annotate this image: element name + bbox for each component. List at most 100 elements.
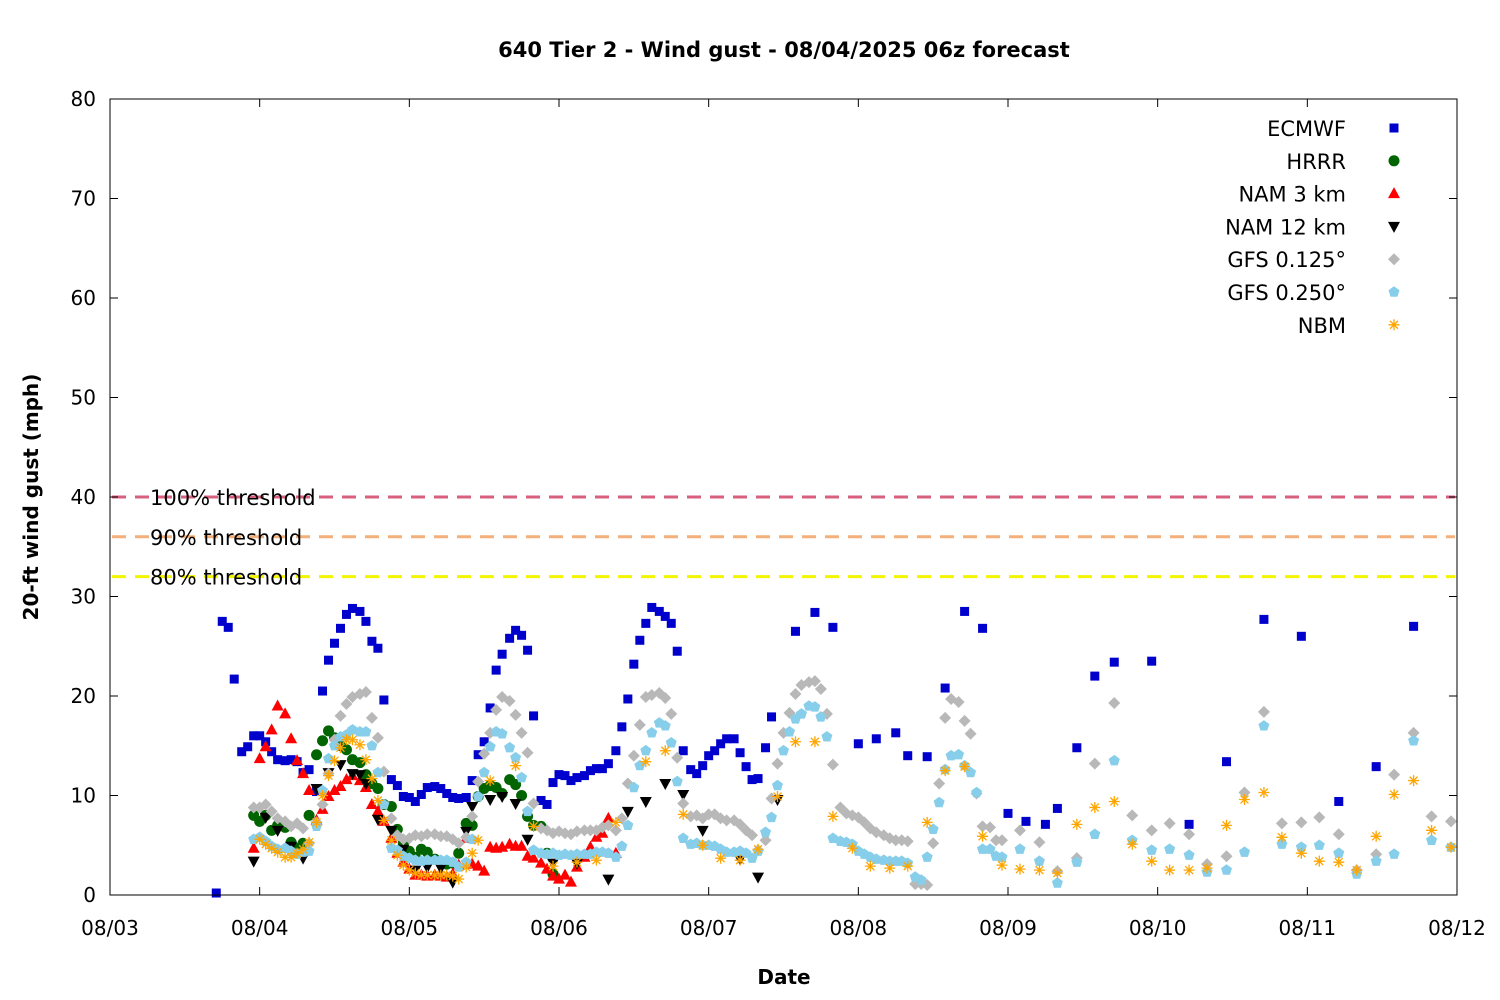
point-nam-3-km [291,754,304,766]
point-nam-3-km [535,856,548,868]
point-ecmwf [511,625,521,635]
point-nam-3-km [496,840,509,852]
legend: ECMWF HRRR NAM 3 km NAM 12 km GFS 0.125° GFS … [1225,117,1400,338]
point-gfs-0-125 [927,837,940,850]
point-ecmwf [654,606,664,616]
point-gfs-0-125 [265,805,278,818]
point-nbm [1014,863,1026,875]
point-gfs-0-125 [371,731,384,744]
point-nbm [409,867,421,879]
point-gfs-0-250 [453,861,465,872]
point-hrrr [453,847,465,859]
point-hrrr [317,735,329,747]
point-nbm [1258,787,1270,799]
point-ecmwf [430,782,440,792]
point-gfs-0-125 [1163,817,1176,830]
point-ecmwf [741,762,751,772]
point-gfs-0-125 [452,837,465,850]
point-gfs-0-250 [1313,839,1325,850]
point-nam-12-km [247,856,260,868]
point-nbm [453,873,465,885]
point-ecmwf [341,609,351,619]
point-ecmwf [1334,796,1344,806]
point-ecmwf [635,635,645,645]
point-nam-3-km [541,862,554,874]
point-gfs-0-125 [466,810,479,823]
point-gfs-0-125 [933,777,946,790]
threshold-label: 90% threshold [150,526,302,550]
point-ecmwf [554,770,564,780]
y-tick-label: 30 [71,585,96,609]
point-gfs-0-250 [1426,834,1438,845]
point-gfs-0-125 [1370,848,1383,861]
point-nbm [340,734,352,746]
point-nbm [385,834,397,846]
point-ecmwf [355,606,365,616]
point-gfs-0-125 [421,828,434,841]
y-tick-label: 0 [83,883,96,907]
point-gfs-0-125 [1445,815,1458,828]
point-nam-12-km [659,779,672,791]
point-gfs-0-250 [933,796,945,808]
point-nbm [311,816,323,828]
legend-marker-nam-12-km [1388,221,1400,233]
point-gfs-0-125 [509,708,522,721]
point-gfs-0-250 [659,720,671,731]
point-ecmwf [548,778,558,788]
point-gfs-0-250 [1108,754,1120,766]
point-ecmwf [672,646,682,656]
point-gfs-0-250 [634,759,646,771]
y-tick-label: 10 [71,784,96,808]
point-gfs-0-125 [609,824,622,837]
point-ecmwf [1222,757,1232,767]
point-nbm [279,851,291,863]
point-gfs-0-125 [1295,816,1308,829]
point-gfs-0-250 [1164,843,1176,854]
x-tick-label: 08/10 [1129,916,1187,940]
point-gfs-0-250 [1146,844,1158,855]
point-gfs-0-250 [646,727,658,738]
point-nbm [460,861,472,873]
point-gfs-0-125 [789,688,802,701]
x-axis: 08/03 08/04 08/05 08/06 08/07 08/08 08/09 08/10… [81,99,1486,940]
legend-label-nam-12-km: NAM 12 km [1225,215,1346,239]
point-nbm [1146,855,1158,867]
point-nam-12-km [496,791,509,803]
point-ecmwf [536,795,546,805]
point-nbm [789,736,801,748]
point-nam-3-km [515,839,528,851]
point-ecmwf [442,789,452,799]
series-gfs-0-250 [248,700,1457,888]
point-nbm [323,770,335,782]
point-nbm [1426,824,1438,836]
point-gfs-0-125 [901,835,914,848]
point-nbm [472,834,484,846]
point-gfs-0-250 [484,740,496,752]
point-nbm [366,773,378,785]
point-gfs-0-250 [971,786,983,798]
point-gfs-0-250 [1258,720,1270,731]
point-gfs-0-125 [964,727,977,740]
point-nbm [291,847,303,859]
point-gfs-0-250 [915,874,927,885]
point-gfs-0-125 [1388,768,1401,781]
point-ecmwf [566,776,576,786]
point-gfs-0-250 [953,748,965,760]
point-gfs-0-125 [826,758,839,771]
point-nam-12-km [434,863,447,875]
point-ecmwf [629,659,639,669]
point-ecmwf [467,776,477,786]
point-gfs-0-125 [1257,705,1270,718]
point-nbm [360,754,372,766]
point-gfs-0-250 [1221,864,1232,875]
point-gfs-0-250 [1014,843,1026,854]
point-ecmwf [1072,743,1082,753]
point-nbm [1313,855,1325,867]
data-markers [211,602,1458,898]
point-gfs-0-250 [1276,838,1288,849]
point-gfs-0-250 [1051,877,1063,888]
point-ecmwf [523,645,533,655]
point-nam-12-km [621,806,634,818]
point-ecmwf [416,790,426,800]
point-ecmwf [572,773,582,783]
